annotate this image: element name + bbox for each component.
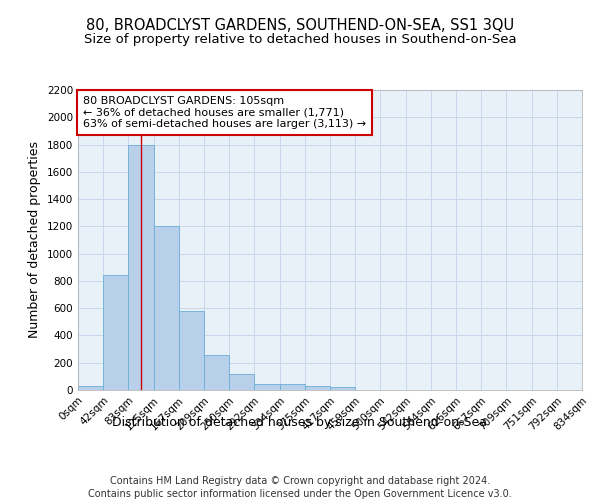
Bar bbox=[154, 226, 179, 390]
Bar bbox=[128, 144, 154, 390]
Bar bbox=[205, 355, 229, 390]
Bar bbox=[179, 311, 205, 390]
Bar bbox=[280, 384, 305, 390]
Bar bbox=[305, 386, 330, 390]
Y-axis label: Number of detached properties: Number of detached properties bbox=[28, 142, 41, 338]
Text: 80, BROADCLYST GARDENS, SOUTHEND-ON-SEA, SS1 3QU: 80, BROADCLYST GARDENS, SOUTHEND-ON-SEA,… bbox=[86, 18, 514, 32]
Bar bbox=[229, 374, 254, 390]
Text: Distribution of detached houses by size in Southend-on-Sea: Distribution of detached houses by size … bbox=[113, 416, 487, 429]
Bar bbox=[103, 276, 128, 390]
Bar bbox=[330, 388, 355, 390]
Bar bbox=[78, 386, 103, 390]
Text: Size of property relative to detached houses in Southend-on-Sea: Size of property relative to detached ho… bbox=[83, 32, 517, 46]
Text: 80 BROADCLYST GARDENS: 105sqm
← 36% of detached houses are smaller (1,771)
63% o: 80 BROADCLYST GARDENS: 105sqm ← 36% of d… bbox=[83, 96, 366, 129]
Text: Contains HM Land Registry data © Crown copyright and database right 2024.
Contai: Contains HM Land Registry data © Crown c… bbox=[88, 476, 512, 499]
Bar bbox=[254, 384, 280, 390]
